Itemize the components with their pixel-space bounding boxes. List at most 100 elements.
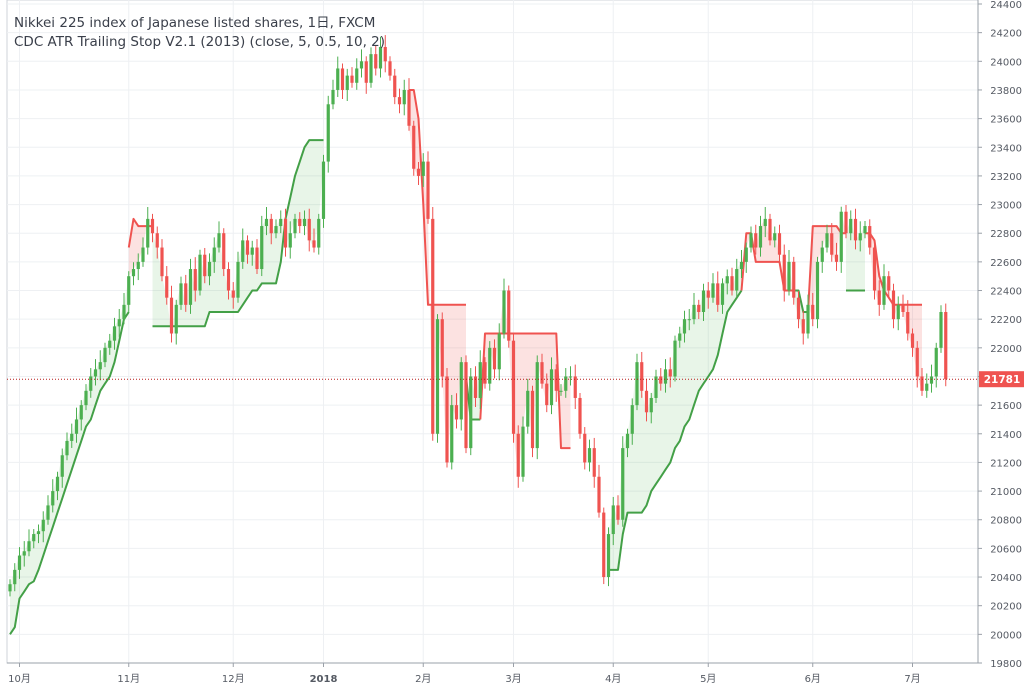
x-tick-label: 12月 bbox=[222, 673, 245, 685]
trailing-stop-up-line bbox=[152, 139, 324, 328]
candle-body bbox=[915, 347, 919, 377]
candle-body bbox=[801, 319, 805, 334]
candle-body bbox=[815, 261, 820, 320]
candle-body bbox=[84, 390, 88, 406]
y-tick-label: 24400 bbox=[990, 0, 1022, 11]
candle-body bbox=[136, 261, 140, 270]
stop-fill-down bbox=[480, 290, 571, 477]
candle-body bbox=[41, 519, 45, 532]
candle-body bbox=[245, 240, 250, 255]
x-tick-label: 10月 bbox=[8, 673, 31, 685]
candle-body bbox=[454, 405, 459, 420]
candle-body bbox=[32, 534, 36, 542]
candle-body bbox=[279, 218, 283, 227]
candle-body bbox=[155, 233, 159, 248]
candle-body bbox=[844, 211, 848, 234]
candle-body bbox=[355, 68, 359, 83]
indicator-title: CDC ATR Trailing Stop V2.1 (2013) (close… bbox=[14, 34, 386, 50]
candle-body bbox=[777, 233, 782, 255]
y-tick-label: 22200 bbox=[990, 315, 1022, 326]
y-tick-label: 22400 bbox=[990, 287, 1022, 298]
candle-body bbox=[179, 283, 183, 305]
candle-body bbox=[160, 247, 164, 277]
y-tick-label: 19800 bbox=[990, 659, 1022, 670]
candle-body bbox=[321, 161, 326, 219]
y-tick-label: 21200 bbox=[990, 458, 1022, 469]
candle-body bbox=[283, 218, 288, 248]
candle-body bbox=[269, 218, 273, 234]
candle-body bbox=[635, 362, 639, 406]
candle-body bbox=[497, 333, 501, 370]
candle-body bbox=[421, 161, 425, 176]
candle-body bbox=[492, 347, 497, 370]
candle-body bbox=[103, 347, 107, 363]
candle-body bbox=[792, 261, 796, 298]
candle-body bbox=[773, 233, 777, 241]
candle-body bbox=[488, 347, 492, 384]
candle-body bbox=[896, 304, 900, 320]
y-tick-label: 21000 bbox=[990, 487, 1022, 498]
candle-body bbox=[226, 269, 231, 291]
candle-body bbox=[630, 405, 634, 434]
y-tick-label: 22000 bbox=[990, 344, 1022, 355]
y-tick-label: 23400 bbox=[990, 143, 1022, 154]
candle-body bbox=[934, 347, 938, 377]
x-tick-label: 7月 bbox=[904, 673, 920, 685]
candle-body bbox=[625, 433, 630, 449]
candle-body bbox=[929, 376, 934, 384]
candle-body bbox=[654, 376, 658, 398]
candle-body bbox=[739, 261, 744, 270]
candle-body bbox=[830, 233, 834, 255]
candle-body bbox=[744, 247, 748, 262]
candle-body bbox=[858, 233, 862, 241]
candle-body bbox=[920, 376, 924, 391]
candle-body bbox=[863, 226, 867, 234]
x-tick-label: 3月 bbox=[505, 673, 521, 685]
candle-body bbox=[564, 376, 568, 391]
candle-body bbox=[535, 362, 539, 449]
candle-body bbox=[255, 247, 259, 270]
candle-body bbox=[117, 319, 121, 327]
candle-body bbox=[364, 61, 368, 83]
candle-body bbox=[8, 584, 12, 592]
candle-body bbox=[383, 46, 387, 62]
stop-fill-up bbox=[608, 261, 742, 570]
trailing-stop-down-line bbox=[409, 89, 466, 306]
candle-body bbox=[388, 61, 392, 76]
candle-body bbox=[644, 390, 649, 413]
x-tick-label: 11月 bbox=[117, 673, 140, 685]
candle-body bbox=[60, 455, 64, 477]
candle-body bbox=[288, 233, 292, 248]
candle-body bbox=[150, 218, 155, 234]
candle-body bbox=[640, 362, 644, 391]
candle-body bbox=[203, 254, 207, 277]
candle-body bbox=[616, 505, 620, 520]
y-tick-label: 20200 bbox=[990, 602, 1022, 613]
candle-body bbox=[754, 233, 758, 248]
plot-frame bbox=[6, 0, 979, 664]
candle-body bbox=[568, 376, 573, 378]
candle-body bbox=[559, 390, 563, 392]
candle-body bbox=[749, 233, 753, 248]
candle-body bbox=[554, 369, 558, 391]
candle-body bbox=[473, 376, 478, 398]
candle-body bbox=[872, 247, 877, 291]
candle-body bbox=[882, 276, 886, 305]
y-tick-label: 24200 bbox=[990, 29, 1022, 40]
trailing-stop-up-line bbox=[608, 289, 743, 571]
last-price-tag bbox=[979, 371, 1024, 388]
candle-body bbox=[22, 551, 26, 556]
candle-body bbox=[46, 505, 50, 520]
candle-body bbox=[131, 269, 136, 277]
candle-body bbox=[65, 440, 69, 456]
candle-body bbox=[326, 104, 330, 162]
candle-body bbox=[241, 240, 245, 262]
y-tick-label: 21600 bbox=[990, 401, 1022, 412]
candle-body bbox=[217, 233, 221, 248]
candle-body bbox=[212, 247, 216, 262]
candle-body bbox=[825, 233, 829, 248]
candle-body bbox=[402, 89, 406, 105]
candle-body bbox=[806, 304, 810, 334]
candle-body bbox=[55, 476, 60, 492]
